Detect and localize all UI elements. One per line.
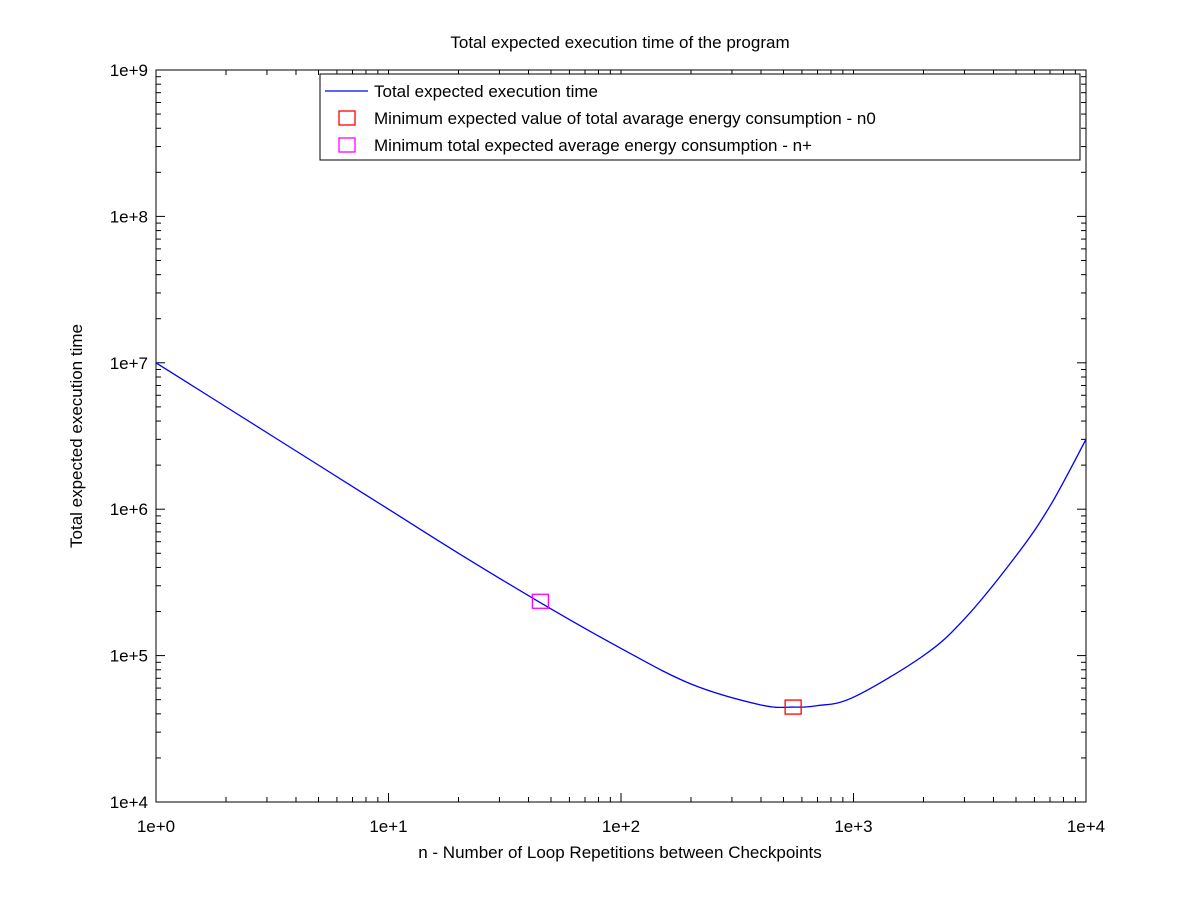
y-tick-label: 1e+7 [110,354,148,373]
y-tick-label: 1e+5 [110,647,148,666]
x-tick-label: 1e+3 [834,817,872,836]
x-tick-label: 1e+1 [369,817,407,836]
legend-label: Total expected execution time [374,82,598,101]
legend-swatch-n-plus [338,137,356,153]
y-tick-label: 1e+4 [110,793,148,812]
x-tick-label: 1e+2 [602,817,640,836]
legend-label: Minimum total expected average energy co… [374,136,812,155]
y-tick-label: 1e+8 [110,207,148,226]
x-tick-label: 1e+0 [137,817,175,836]
y-axis-label: Total expected execution time [67,324,86,548]
x-axis-label: n - Number of Loop Repetitions between C… [418,843,822,862]
chart-title: Total expected execution time of the pro… [450,33,789,52]
marker-n-plus [531,593,550,609]
legend-box [319,73,1081,161]
legend: Total expected execution time Minimum exp… [319,73,1081,161]
legend-swatch-n0 [338,110,356,126]
marker-n0 [784,699,802,715]
y-tick-label: 1e+9 [110,61,148,80]
series-line-execution-time [156,362,1086,709]
y-tick-label: 1e+6 [110,500,148,519]
plot-area: 1e+0 1e+1 1e+2 1e+3 1e+4 1e+4 1e+5 1e+6 1e+7 1e+8… [110,61,1105,836]
legend-label: Minimum expected value of total avarage … [374,109,876,128]
x-tick-label: 1e+4 [1067,817,1105,836]
data-layer [156,362,1086,715]
